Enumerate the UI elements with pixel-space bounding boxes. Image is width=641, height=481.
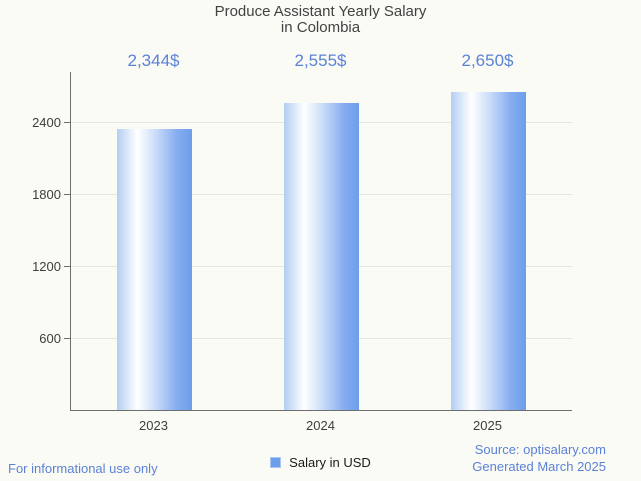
plot-area <box>70 72 572 411</box>
generated-date-text: Generated March 2025 <box>472 459 606 474</box>
value-label-2024: 2,555$ <box>294 51 347 70</box>
legend-marker-icon <box>270 456 282 468</box>
value-label-2023: 2,344$ <box>127 51 180 70</box>
y-tick-2400 <box>64 121 70 123</box>
y-tick-1800 <box>64 193 70 195</box>
x-axis-label-2023: 2023 <box>139 418 168 433</box>
disclaimer-text: For informational use only <box>8 461 158 476</box>
y-axis-label-600: 600 <box>39 330 61 346</box>
y-axis-label-2400: 2400 <box>32 114 61 130</box>
bar-2024[interactable] <box>283 103 359 410</box>
legend-label: Salary in USD <box>289 454 371 470</box>
chart-title-line2: in Colombia <box>280 19 361 36</box>
y-tick-600 <box>64 337 70 339</box>
x-axis-label-2024: 2024 <box>306 418 335 433</box>
x-axis-label-2025: 2025 <box>473 418 502 433</box>
source-text: Source: optisalary.com <box>474 442 606 457</box>
y-axis-label-1200: 1200 <box>32 258 61 274</box>
legend: Salary in USD <box>0 454 641 470</box>
chart-title-line1: Produce Assistant Yearly Salary <box>214 3 427 20</box>
bar-2023[interactable] <box>116 129 192 410</box>
y-axis-label-1800: 1800 <box>32 186 61 202</box>
source-attribution: Source: optisalary.com Generated March 2… <box>472 441 606 475</box>
y-tick-1200 <box>64 265 70 267</box>
value-label-2025: 2,650$ <box>461 51 514 70</box>
chart-title: Produce Assistant Yearly Salary in Colom… <box>0 4 641 36</box>
bar-2025[interactable] <box>450 92 526 410</box>
